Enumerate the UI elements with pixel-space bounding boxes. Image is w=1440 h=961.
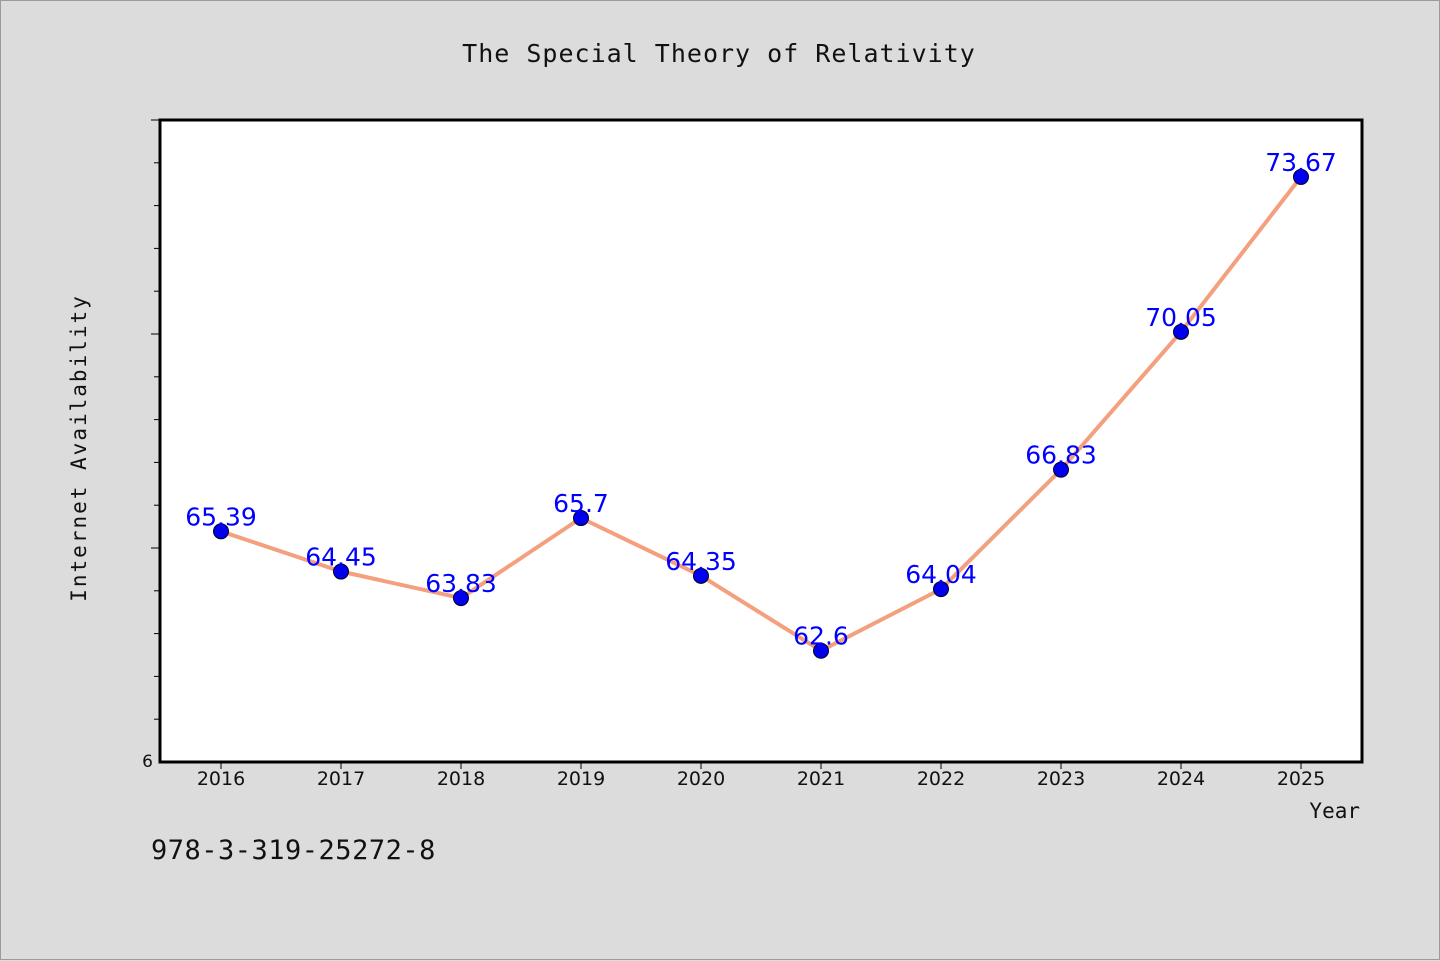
data-point — [333, 563, 349, 580]
y-tick-label: 6 — [142, 752, 153, 772]
data-label: 63.83 — [425, 569, 497, 598]
x-tick-label: 2018 — [437, 768, 485, 790]
data-label: 62.6 — [793, 622, 849, 651]
x-axis-label: Year — [1309, 799, 1360, 823]
data-point — [813, 642, 829, 659]
y-axis-label: Internet Availability — [67, 294, 91, 602]
data-label: 66.83 — [1025, 441, 1097, 470]
data-point — [1293, 168, 1309, 185]
series-layer: 65.39 64.45 63.83 65.7 64.35 62.6 64.04 66.83 70… — [185, 148, 1337, 659]
data-label: 64.45 — [305, 543, 377, 572]
data-label: 65.7 — [553, 489, 609, 518]
x-tick-label: 2023 — [1037, 768, 1085, 790]
data-point — [573, 510, 589, 527]
x-tick-label: 2020 — [677, 768, 725, 790]
isbn-text: 978-3-319-25272-8 — [151, 835, 436, 866]
x-tick-label: 2024 — [1157, 768, 1205, 790]
x-tick-label: 2016 — [197, 768, 245, 790]
data-point — [1053, 461, 1069, 478]
data-point — [693, 567, 709, 584]
data-point — [933, 581, 949, 598]
data-label: 70.05 — [1145, 303, 1217, 332]
data-label: 65.39 — [185, 502, 257, 531]
data-point — [213, 523, 229, 540]
data-label: 73.67 — [1265, 148, 1337, 177]
y-axis-ticks — [151, 119, 160, 720]
x-tick-label: 2021 — [797, 768, 845, 790]
x-tick-label: 2017 — [317, 768, 365, 790]
x-tick-label: 2019 — [557, 768, 605, 790]
data-point — [453, 590, 469, 607]
series-line — [220, 175, 1303, 653]
plot-area — [158, 118, 1364, 764]
data-label: 64.35 — [665, 547, 737, 576]
x-tick-label: 2025 — [1277, 768, 1325, 790]
data-label: 64.04 — [905, 560, 977, 589]
data-point — [1173, 323, 1189, 340]
x-tick-label: 2022 — [917, 768, 965, 790]
chart-title: The Special Theory of Relativity — [462, 39, 976, 68]
x-axis-ticks: 2016 2017 2018 2019 2020 2021 2022 2023 2024 2025 — [197, 762, 1325, 790]
